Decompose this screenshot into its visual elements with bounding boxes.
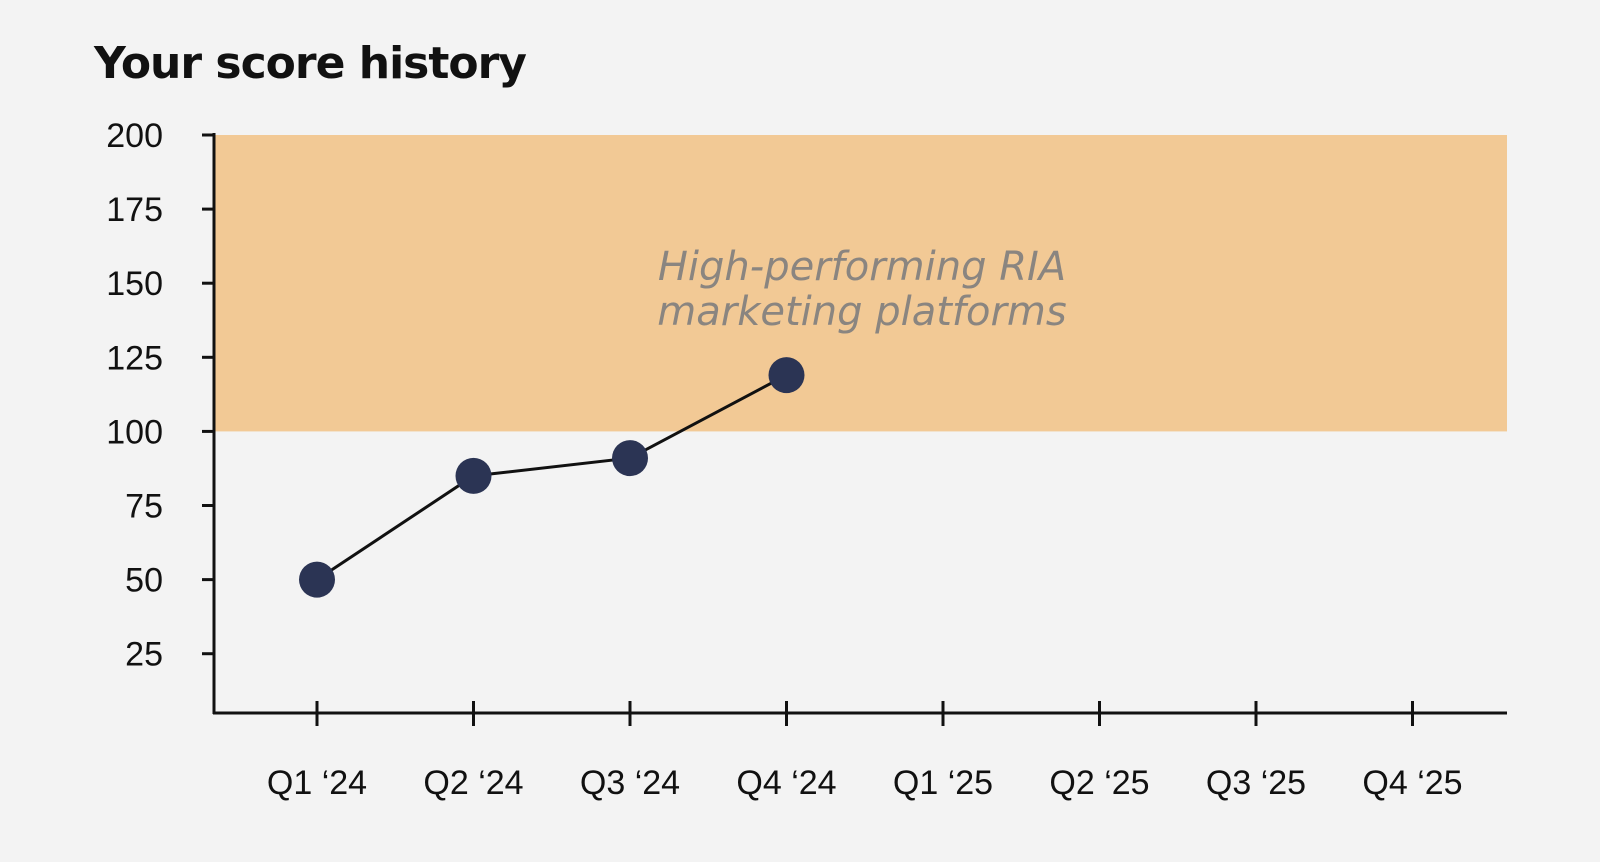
band-label-line: marketing platforms	[657, 289, 1066, 335]
y-tick-label: 25	[125, 636, 163, 674]
x-tick-label: Q4 ‘24	[736, 764, 836, 802]
x-tick-label: Q3 ‘25	[1206, 764, 1306, 802]
y-tick-label: 200	[106, 117, 163, 155]
y-tick-label: 125	[106, 339, 163, 377]
chart-title: Your score history	[94, 38, 527, 89]
x-tick-label: Q3 ‘24	[580, 764, 680, 802]
x-tick-label: Q1 ‘25	[893, 764, 993, 802]
y-tick-label: 75	[125, 488, 163, 526]
x-tick-label: Q1 ‘24	[267, 764, 367, 802]
score-line	[316, 373, 788, 581]
y-tick-label: 175	[106, 191, 163, 229]
high-performing-band	[214, 135, 1507, 432]
score-point[interactable]	[299, 561, 335, 598]
score-point[interactable]	[768, 357, 805, 394]
y-tick-label: 100	[106, 413, 163, 451]
x-tick-label: Q4 ‘25	[1362, 764, 1462, 802]
y-tick-label: 150	[106, 265, 163, 303]
score-point[interactable]	[612, 440, 648, 477]
band-label-line: High-performing RIA	[658, 244, 1066, 290]
x-tick-label: Q2 ‘24	[423, 764, 523, 802]
x-tick-label: Q2 ‘25	[1049, 764, 1149, 802]
y-tick-label: 50	[125, 562, 163, 600]
score-point[interactable]	[455, 457, 492, 494]
